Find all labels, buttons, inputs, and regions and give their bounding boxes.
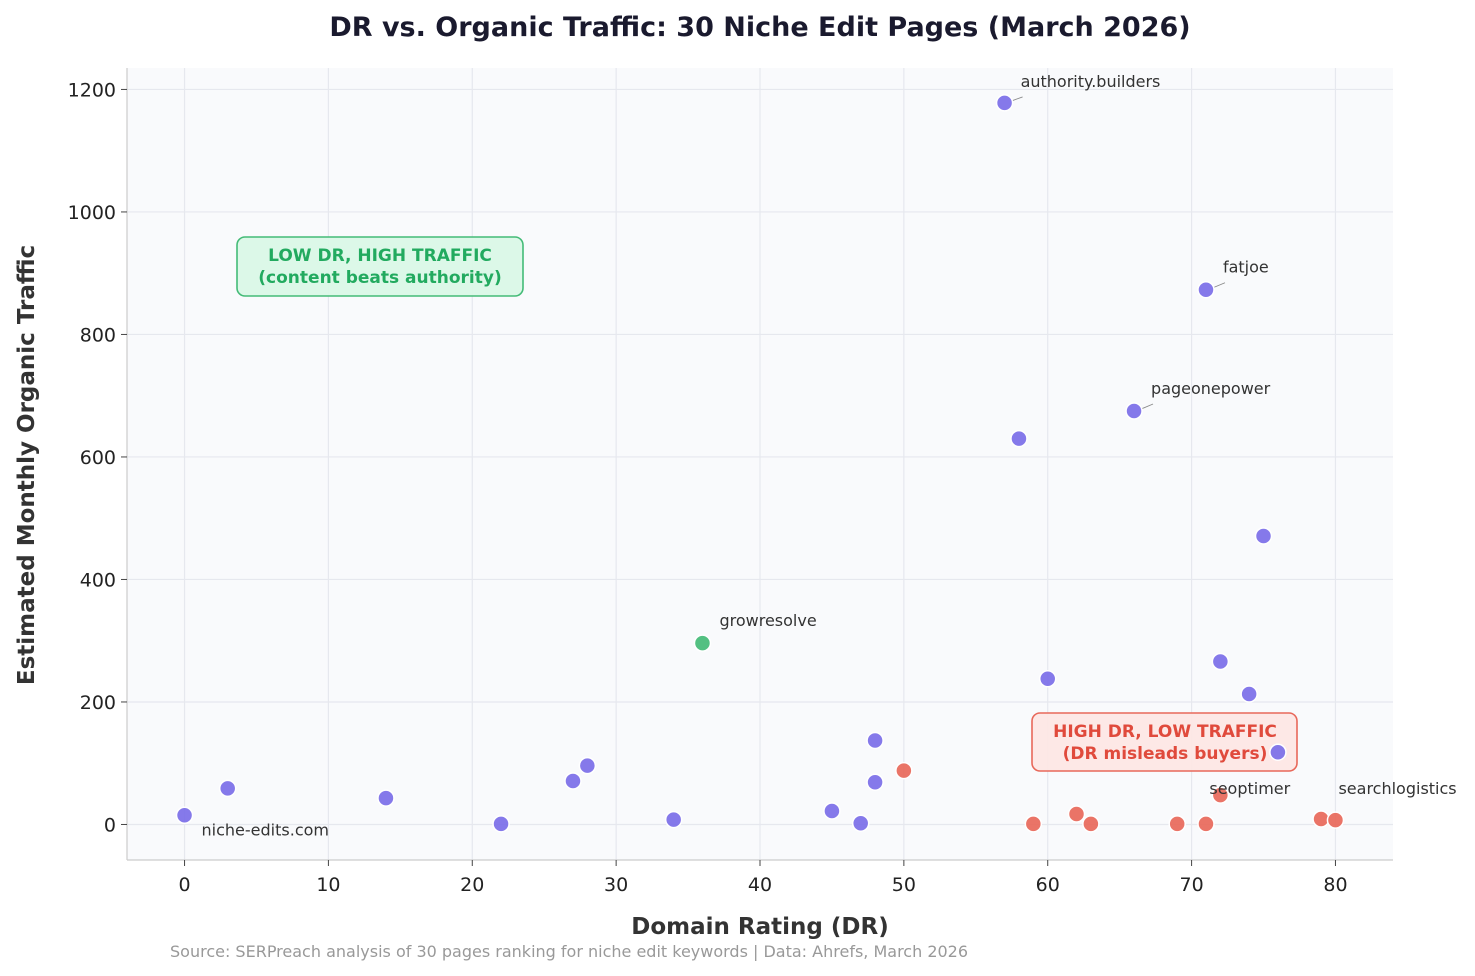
data-point [1326, 811, 1345, 829]
data-point [1211, 786, 1230, 804]
point-labels: authority.builders fatjoe pageonepower grow… [202, 72, 1457, 839]
data-point [564, 772, 582, 790]
data-point [1197, 280, 1215, 299]
data-point [1125, 402, 1143, 420]
data-point [1082, 815, 1100, 833]
y-tick-label: 1200 [68, 79, 116, 101]
x-tick-label: 0 [178, 874, 190, 896]
data-point [1269, 743, 1287, 761]
y-tick-label: 1000 [68, 202, 116, 224]
point-label: authority.builders [1021, 72, 1161, 91]
data-point [995, 94, 1014, 112]
data-point [1254, 527, 1273, 545]
source-note: Source: SERPreach analysis of 30 pages r… [170, 942, 968, 961]
data-point [1312, 810, 1330, 828]
x-tick-label: 30 [604, 874, 628, 896]
x-tick-label: 10 [316, 874, 340, 896]
data-point [377, 789, 395, 807]
y-tick-label: 0 [104, 814, 116, 836]
x-tick-label: 40 [748, 874, 772, 896]
x-tick-label: 70 [1179, 874, 1203, 896]
data-points [175, 94, 1345, 833]
annotation-box [236, 236, 524, 297]
data-point [218, 779, 237, 798]
data-point [664, 810, 683, 829]
point-label: pageonepower [1151, 379, 1271, 398]
data-point [823, 802, 841, 820]
annotation-text: LOW DR, HIGH TRAFFIC [268, 246, 492, 266]
point-label: niche-edits.com [202, 820, 329, 839]
x-tick-label: 80 [1323, 874, 1347, 896]
annotation-box [1031, 712, 1298, 772]
data-point [1211, 652, 1230, 671]
point-label: seoptimer [1209, 779, 1290, 798]
data-point [866, 773, 884, 791]
data-point [866, 731, 884, 750]
data-point [693, 634, 712, 652]
label-leader [1212, 282, 1226, 289]
data-point [851, 814, 870, 832]
data-point [1038, 669, 1057, 688]
x-tick-label: 60 [1036, 874, 1060, 896]
data-point [895, 761, 913, 780]
y-axis-label: Estimated Monthly Organic Traffic [14, 245, 40, 685]
y-tick-label: 200 [80, 692, 116, 714]
data-point [492, 815, 510, 833]
data-point [1168, 815, 1186, 833]
data-point [1197, 815, 1215, 833]
label-leader [1011, 96, 1023, 102]
data-point [1010, 429, 1028, 448]
data-point [1024, 815, 1043, 833]
data-point [1067, 805, 1086, 823]
chart-title: DR vs. Organic Traffic: 30 Niche Edit Pa… [329, 12, 1190, 43]
data-point [175, 806, 194, 825]
point-label: searchlogistics [1338, 779, 1456, 798]
x-axis-label: Domain Rating (DR) [631, 914, 888, 940]
y-tick-label: 800 [80, 324, 116, 346]
y-tick-label: 400 [80, 569, 116, 591]
point-label: fatjoe [1223, 258, 1269, 277]
point-label: growresolve [719, 611, 816, 630]
x-tick-label: 20 [460, 874, 484, 896]
x-tick-label: 50 [892, 874, 916, 896]
label-leader-lines [1011, 96, 1226, 410]
annotation-boxes: LOW DR, HIGH TRAFFIC(content beats autho… [236, 236, 1298, 772]
data-point [578, 756, 597, 775]
annotation-text: HIGH DR, LOW TRAFFIC [1053, 722, 1277, 742]
data-point [1240, 685, 1258, 703]
annotation-text: (DR misleads buyers) [1063, 744, 1268, 764]
annotation-text: (content beats authority) [258, 268, 501, 288]
label-leader [1140, 403, 1154, 410]
y-tick-label: 600 [80, 447, 116, 469]
